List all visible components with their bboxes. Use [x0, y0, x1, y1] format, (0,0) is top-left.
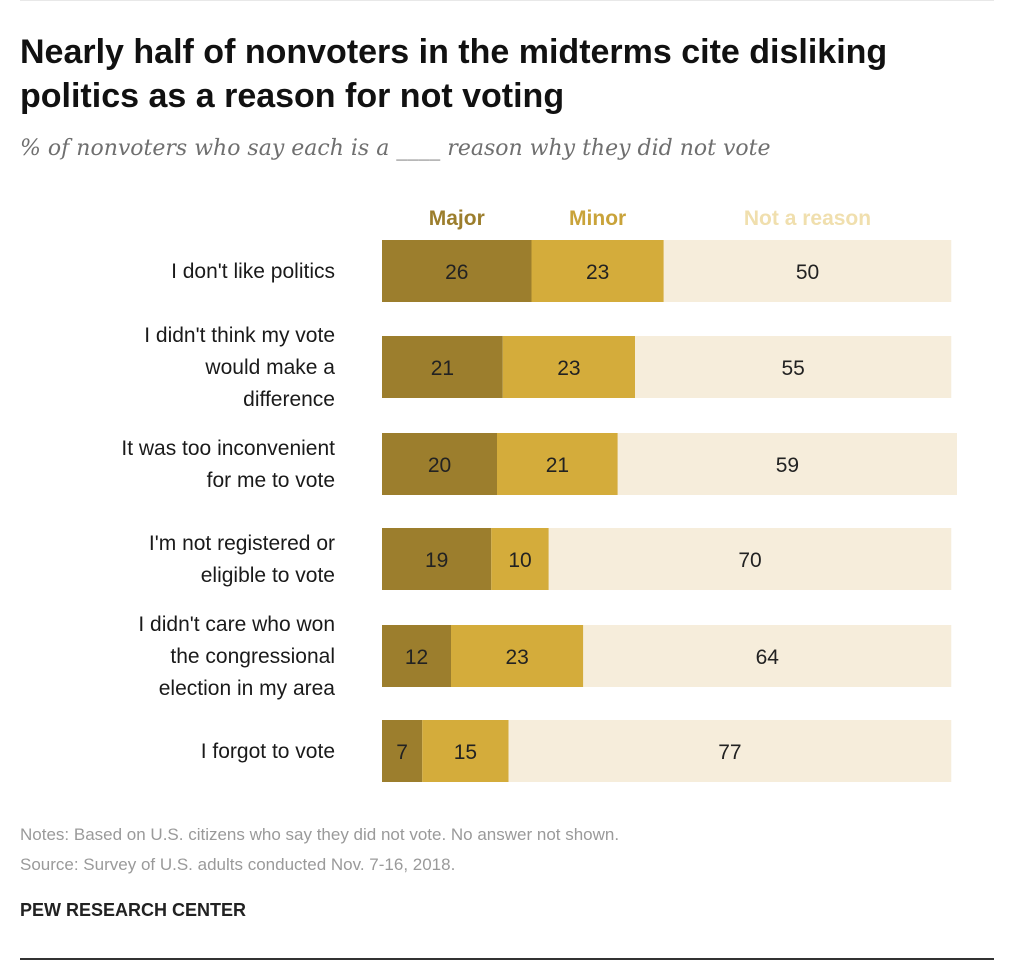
data-label: 59 — [776, 454, 799, 477]
bottom-rule — [20, 958, 994, 960]
bar-segment-not-a-reason — [583, 625, 952, 687]
chart-subtitle: % of nonvoters who say each is a ____ re… — [20, 136, 771, 161]
category-label: I don't like politics — [171, 260, 335, 283]
category-label: would make a — [204, 356, 335, 379]
bar-segment-minor — [422, 720, 509, 782]
data-label: 64 — [756, 646, 780, 669]
data-label: 26 — [445, 261, 468, 284]
category-label: for me to vote — [207, 469, 335, 492]
bar-segment-major — [382, 528, 492, 590]
bar-segment-minor — [451, 625, 584, 687]
legend-label-major: Major — [429, 207, 485, 230]
category-label: I forgot to vote — [201, 740, 335, 763]
data-label: 50 — [796, 261, 819, 284]
category-label: It was too inconvenient — [121, 437, 335, 460]
bar-segment-not-a-reason — [663, 240, 952, 302]
bar-segment-not-a-reason — [548, 528, 952, 590]
bar-segment-major — [382, 240, 532, 302]
data-label: 21 — [546, 454, 569, 477]
data-label: 55 — [781, 357, 804, 380]
data-label: 10 — [508, 549, 531, 572]
legend-label-minor: Minor — [569, 207, 626, 230]
data-label: 23 — [557, 357, 580, 380]
pew-research-logo-text: PEW RESEARCH CENTER — [20, 900, 247, 920]
bar-segment-minor — [531, 240, 664, 302]
category-label: the congressional — [170, 645, 335, 668]
notes-line: Notes: Based on U.S. citizens who say th… — [20, 825, 620, 844]
category-label: election in my area — [159, 677, 336, 700]
category-label: I didn't care who won — [138, 613, 335, 636]
category-label: I'm not registered or — [149, 532, 335, 555]
bar-segment-minor — [502, 336, 635, 398]
bar-segment-not-a-reason — [635, 336, 952, 398]
category-label: difference — [243, 388, 335, 411]
data-label: 23 — [505, 646, 528, 669]
chart-title: Nearly half of nonvoters in the midterms… — [20, 33, 888, 115]
data-label: 23 — [586, 261, 609, 284]
stacked-bar-chart: Major Minor Not a reason I don't like polit… — [121, 207, 957, 782]
top-rule — [20, 0, 994, 1]
bar-segment-major — [382, 336, 503, 398]
bar-segment-major — [382, 625, 451, 687]
data-label: 21 — [431, 357, 454, 380]
chart-notes: Notes: Based on U.S. citizens who say th… — [20, 820, 619, 880]
bar-segment-not-a-reason — [617, 433, 957, 495]
data-label: 77 — [718, 741, 741, 764]
data-label: 12 — [405, 646, 428, 669]
category-label: I didn't think my vote — [144, 324, 335, 347]
bar-segment-minor — [497, 433, 618, 495]
data-label: 19 — [425, 549, 448, 572]
bar-segment-major — [382, 433, 497, 495]
data-label: 7 — [396, 741, 408, 764]
legend-label-not-a-reason: Not a reason — [744, 207, 871, 230]
bar-segment-not-a-reason — [508, 720, 952, 782]
bar-segment-major — [382, 720, 423, 782]
data-label: 20 — [428, 454, 451, 477]
bar-segment-minor — [491, 528, 549, 590]
data-label: 15 — [454, 741, 477, 764]
source-line: Source: Survey of U.S. adults conducted … — [20, 855, 456, 874]
data-label: 70 — [738, 549, 761, 572]
category-label: eligible to vote — [201, 564, 335, 587]
